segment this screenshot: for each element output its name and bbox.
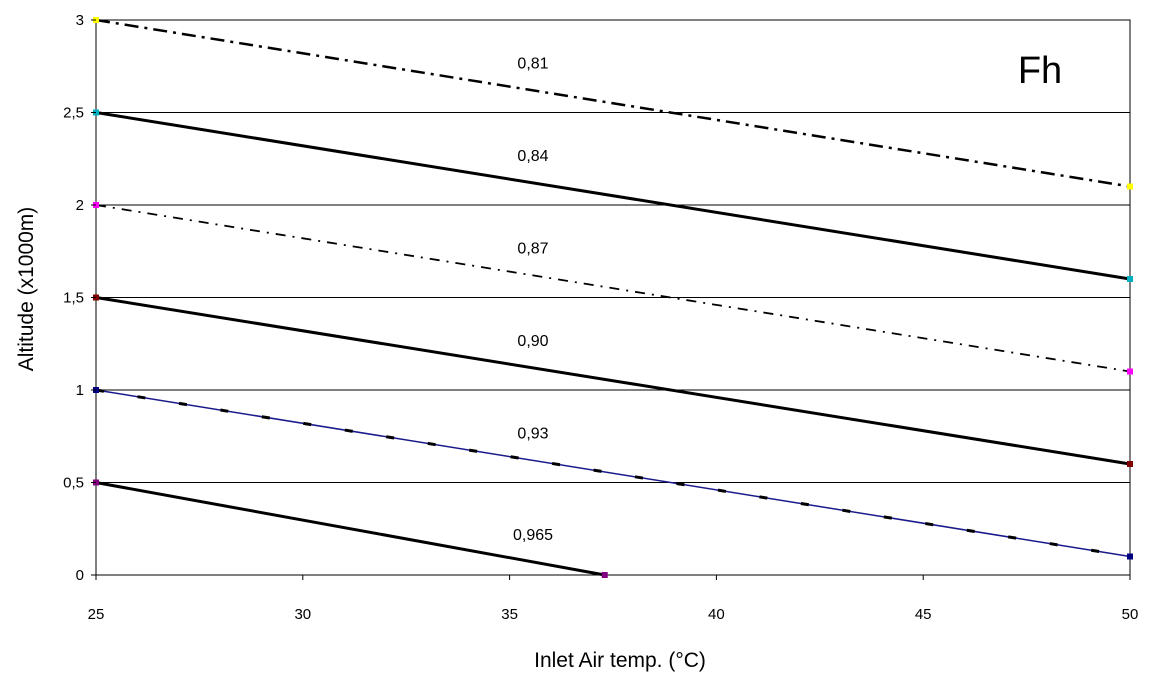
chart-title: Fh — [1018, 50, 1062, 92]
y-tick-label: 1 — [76, 382, 84, 399]
y-tick-label: 2,5 — [63, 105, 84, 122]
axis-ticks: 0 0,5 1 1,5 2 2,5 3 25 30 35 40 45 50 — [63, 12, 1138, 623]
series-line-5 — [95, 481, 605, 577]
series-marker-1 — [1127, 276, 1133, 282]
y-axis-label: Altitude (x1000m) — [15, 207, 38, 372]
series-line-0 — [95, 18, 1131, 188]
y-tick-label: 0 — [76, 567, 84, 584]
y-tick-label: 0,5 — [63, 475, 84, 492]
x-tick-label: 50 — [1122, 606, 1139, 623]
series-line-1 — [95, 111, 1131, 281]
x-tick-label: 35 — [501, 606, 518, 623]
series-label-2: 0,87 — [517, 240, 548, 257]
series-label-1: 0,84 — [517, 148, 548, 165]
series-marker-5 — [601, 572, 608, 578]
series-marker-2 — [1127, 368, 1133, 375]
series-label-0: 0,81 — [517, 55, 548, 72]
x-axis-label: Inlet Air temp. (°C) — [534, 649, 706, 672]
series-labels: 0,81 0,84 0,87 0,90 0,93 0,965 — [513, 55, 553, 544]
series-line-4 — [95, 389, 1131, 558]
y-tick-label: 1,5 — [63, 290, 84, 307]
series-label-5: 0,965 — [513, 527, 553, 544]
series-marker-3 — [1127, 461, 1133, 467]
series-label-4: 0,93 — [517, 425, 548, 442]
series-line-3 — [95, 296, 1131, 466]
x-tick-label: 25 — [88, 606, 105, 623]
y-tick-label: 3 — [76, 12, 84, 29]
series-marker-0 — [1127, 183, 1133, 190]
series-marker-4 — [1127, 553, 1133, 560]
x-tick-label: 30 — [294, 606, 311, 623]
x-tick-label: 40 — [708, 606, 725, 623]
y-tick-label: 2 — [76, 197, 84, 214]
series-line-2 — [95, 204, 1131, 373]
series-label-3: 0,90 — [517, 333, 548, 350]
series-line-overlay-4 — [95, 388, 1131, 558]
grid — [95, 19, 1131, 576]
x-tick-label: 45 — [915, 606, 932, 623]
